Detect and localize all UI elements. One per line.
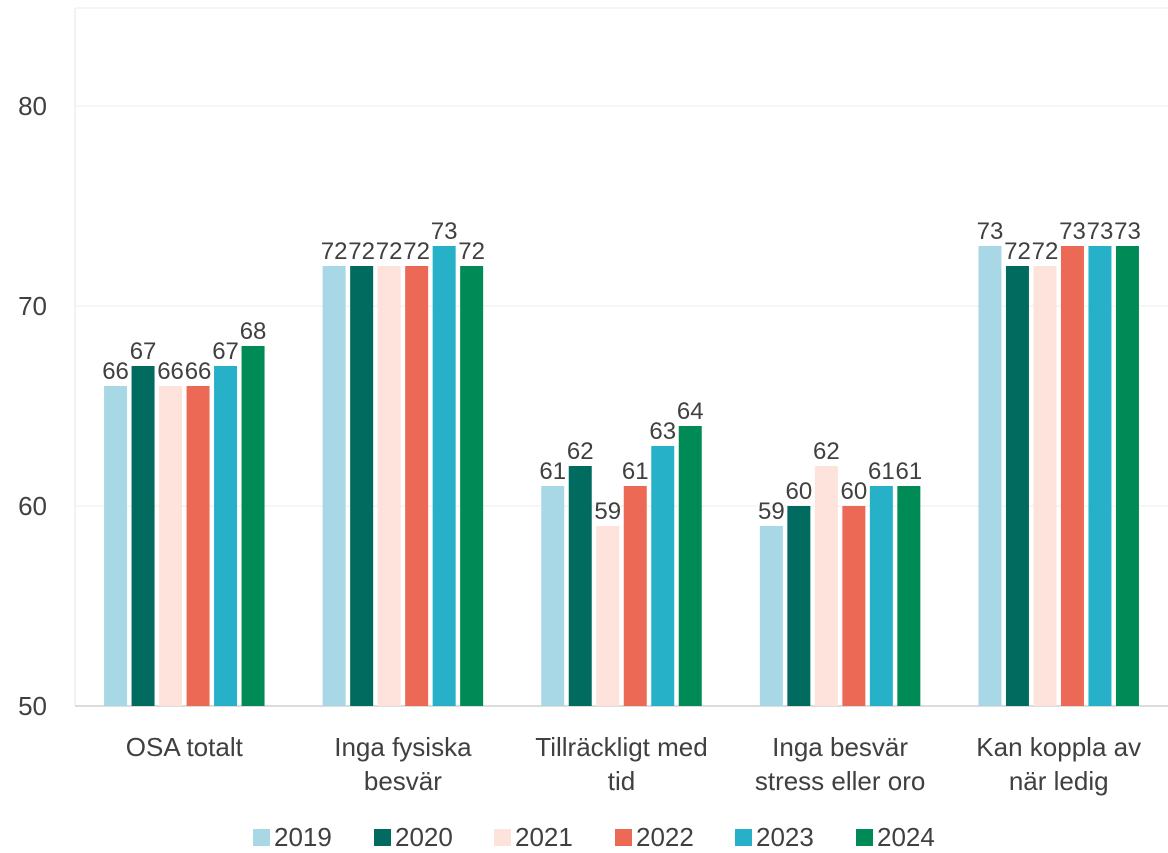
bar <box>131 366 155 706</box>
x-axis: OSA totalt Inga fysiska besvär Tillräckligt… <box>126 732 1141 796</box>
data-label: 73 <box>977 218 1004 245</box>
legend-label: 2024 <box>877 822 935 852</box>
data-label: 72 <box>1032 238 1059 265</box>
category-label: Inga fysiska <box>334 732 472 762</box>
data-label: 66 <box>102 358 129 385</box>
category-label: när ledig <box>1009 766 1109 796</box>
data-label: 72 <box>321 238 348 265</box>
bar <box>978 246 1002 706</box>
category-label: OSA totalt <box>126 732 244 762</box>
legend: 2019 2020 2021 2022 2023 2024 <box>253 822 935 852</box>
bar <box>842 506 866 706</box>
data-label: 72 <box>1004 238 1031 265</box>
bar <box>241 346 265 706</box>
bar <box>377 266 401 706</box>
data-label: 61 <box>622 458 649 485</box>
data-label: 72 <box>376 238 403 265</box>
data-label: 66 <box>185 358 212 385</box>
data-label: 68 <box>240 318 267 345</box>
bar <box>1115 246 1139 706</box>
y-tick-label: 50 <box>18 691 47 721</box>
plot-frame <box>74 7 1168 706</box>
bar <box>214 366 238 706</box>
legend-label: 2021 <box>515 822 573 852</box>
data-label: 66 <box>157 358 184 385</box>
legend-label: 2022 <box>636 822 694 852</box>
data-label: 64 <box>677 398 704 425</box>
bar <box>623 486 647 706</box>
bar <box>787 506 811 706</box>
data-label: 62 <box>567 438 594 465</box>
legend-swatch <box>735 829 752 846</box>
y-tick-label: 70 <box>18 291 47 321</box>
bars <box>104 246 1139 706</box>
bar <box>541 486 565 706</box>
bar <box>651 446 675 706</box>
legend-swatch <box>856 829 873 846</box>
legend-swatch <box>615 829 632 846</box>
bar <box>1060 246 1084 706</box>
bar <box>432 246 456 706</box>
data-label: 73 <box>1059 218 1086 245</box>
data-label: 72 <box>348 238 375 265</box>
data-label: 67 <box>212 338 239 365</box>
bar <box>1005 266 1029 706</box>
legend-swatch <box>253 829 270 846</box>
category-label: Inga besvär <box>772 732 908 762</box>
data-label: 60 <box>785 478 812 505</box>
data-label: 60 <box>840 478 867 505</box>
legend-label: 2019 <box>274 822 332 852</box>
bar <box>405 266 429 706</box>
y-axis: 50 60 70 80 <box>18 91 47 721</box>
bar <box>460 266 484 706</box>
data-label: 72 <box>403 238 430 265</box>
bar <box>322 266 346 706</box>
data-label: 59 <box>758 498 785 525</box>
bar <box>759 526 783 706</box>
bar <box>159 386 183 706</box>
category-label: Tillräckligt med <box>535 732 707 762</box>
legend-swatch <box>374 829 391 846</box>
bar <box>568 466 592 706</box>
bar <box>678 426 702 706</box>
bar <box>350 266 374 706</box>
data-label: 73 <box>1114 218 1141 245</box>
y-tick-label: 80 <box>18 91 47 121</box>
legend-label: 2020 <box>395 822 453 852</box>
bar <box>869 486 893 706</box>
category-label: besvär <box>364 766 442 796</box>
data-label: 63 <box>649 418 676 445</box>
data-label: 61 <box>868 458 895 485</box>
category-label: Kan koppla av <box>976 732 1141 762</box>
y-tick-label: 60 <box>18 491 47 521</box>
gridlines <box>75 105 1168 707</box>
category-label: stress eller oro <box>755 766 926 796</box>
data-label: 73 <box>1087 218 1114 245</box>
bar <box>814 466 838 706</box>
data-label: 62 <box>813 438 840 465</box>
data-label: 59 <box>594 498 621 525</box>
data-label: 72 <box>458 238 485 265</box>
data-label: 61 <box>895 458 922 485</box>
legend-label: 2023 <box>756 822 814 852</box>
bar <box>596 526 620 706</box>
bar <box>186 386 210 706</box>
legend-swatch <box>494 829 511 846</box>
data-label: 67 <box>130 338 157 365</box>
data-label: 73 <box>431 218 458 245</box>
bar <box>104 386 128 706</box>
category-label: tid <box>608 766 635 796</box>
data-label: 61 <box>539 458 566 485</box>
bar <box>1033 266 1057 706</box>
bar <box>897 486 921 706</box>
bar <box>1088 246 1112 706</box>
